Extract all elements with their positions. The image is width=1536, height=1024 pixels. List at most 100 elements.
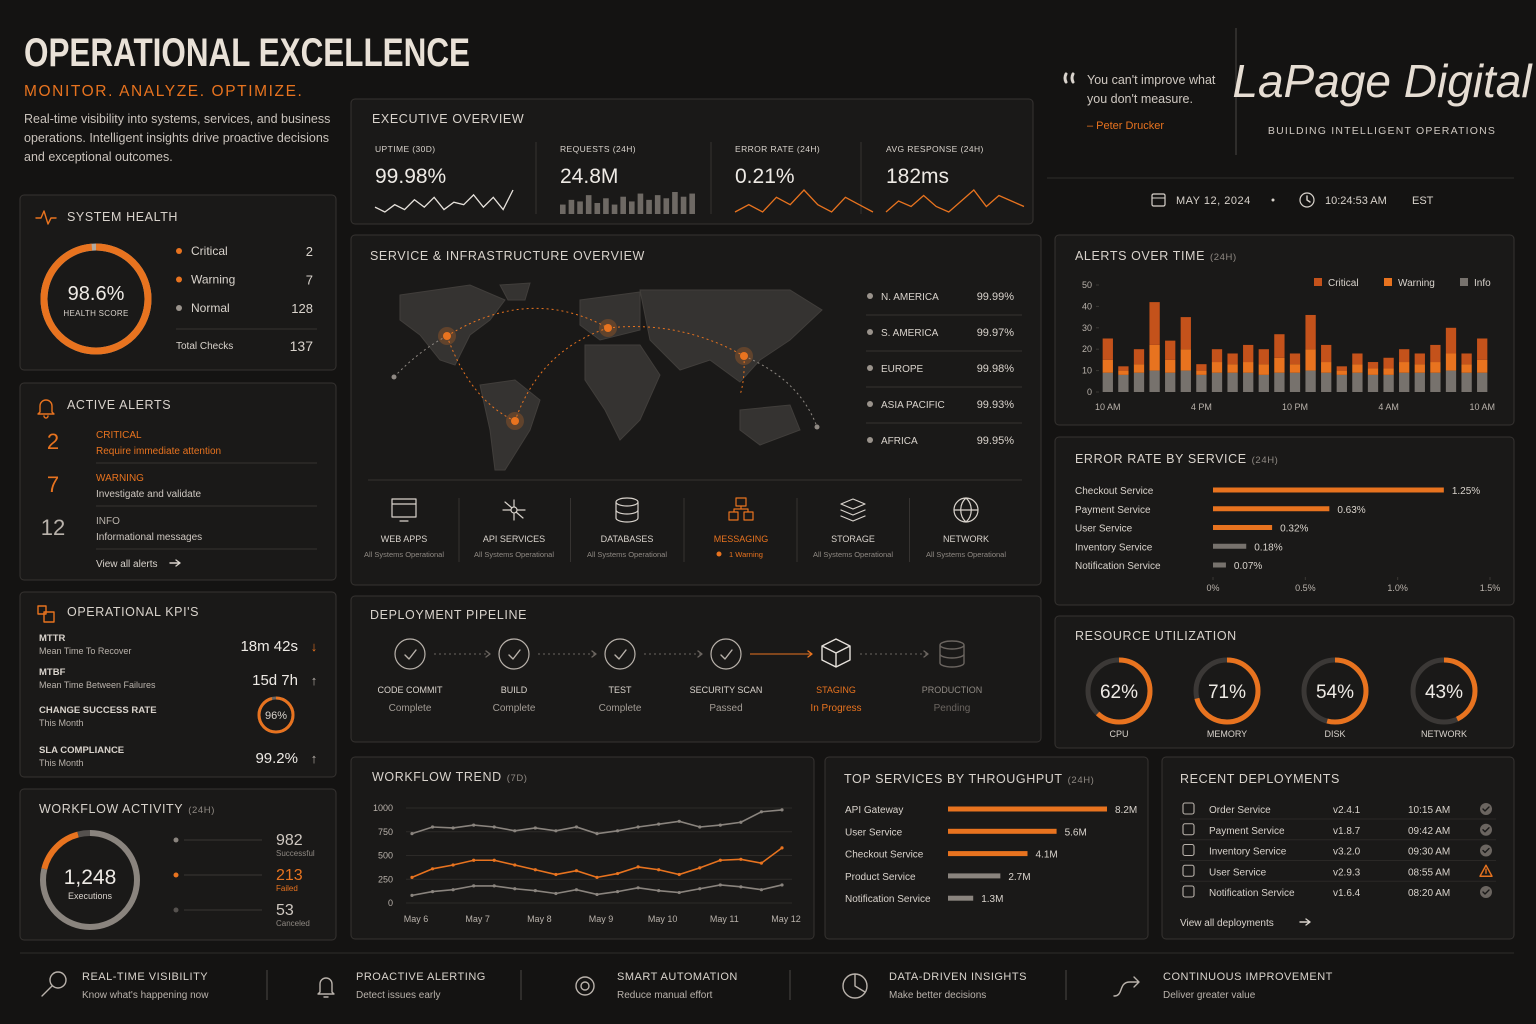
kpi-trend: ↑: [311, 673, 318, 688]
map-hub: [604, 324, 612, 332]
tagline: MONITOR. ANALYZE. OPTIMIZE.: [24, 83, 303, 100]
footer-icon: [842, 973, 868, 999]
footer-title: REAL-TIME VISIBILITY: [82, 971, 208, 983]
trend-point: [574, 869, 579, 873]
bar-segment: [1196, 370, 1207, 375]
panel: [1054, 615, 1515, 749]
panel: [1161, 756, 1515, 940]
bar-segment: [1461, 372, 1472, 392]
bar: [1213, 506, 1330, 512]
service-status: All Systems Operational: [587, 550, 667, 559]
status-dot: [176, 248, 182, 254]
footer-icon: [575, 976, 595, 996]
donut-segment: [40, 830, 140, 930]
trend-point: [718, 823, 722, 827]
bar-segment: [1274, 357, 1285, 373]
footer-title: PROACTIVE ALERTING: [356, 971, 486, 983]
y-tick-label: 0: [388, 898, 393, 908]
check-icon: [720, 649, 733, 660]
production-icon: [939, 640, 965, 668]
panel: [19, 591, 337, 778]
bar-segment: [1227, 372, 1238, 392]
spark-bar: [603, 198, 609, 214]
trend-point: [430, 867, 435, 871]
trend-point: [513, 863, 517, 867]
trend-point: [677, 819, 681, 823]
deploy-time: 08:20 AM: [1408, 888, 1450, 899]
warning-dot: [716, 551, 722, 557]
trend-point: [657, 889, 661, 893]
title-text: RESOURCE UTILIZATION: [1075, 629, 1237, 643]
panel: [824, 756, 1149, 940]
stage-name: CODE COMMIT: [378, 685, 443, 695]
kpi-name: CHANGE SUCCESS RATE: [39, 705, 157, 716]
gauge-name: DISK: [1324, 729, 1345, 739]
bar-segment: [1430, 362, 1441, 373]
bar-segment: [1352, 372, 1363, 392]
status-count: 128: [291, 301, 313, 316]
bar-segment: [1274, 372, 1285, 392]
trend-point: [595, 875, 599, 879]
bar-segment: [1336, 374, 1347, 392]
row-icon: [1182, 823, 1195, 836]
bar-segment: [1149, 302, 1160, 345]
description: Real-time visibility into systems, servi…: [24, 112, 330, 126]
success-check: [1482, 827, 1490, 833]
region-dot: [867, 437, 873, 443]
bar-segment: [1414, 364, 1425, 373]
bar: [948, 828, 1057, 834]
alert-level: INFO: [96, 516, 120, 527]
service-name: NETWORK: [943, 534, 989, 544]
map-landmass: [739, 404, 801, 446]
activity-value: 53: [276, 902, 294, 919]
trend-point: [780, 808, 784, 812]
trend-point: [492, 825, 496, 829]
bar-segment: [1102, 338, 1113, 360]
alert-count: 2: [47, 429, 59, 454]
view-all-alerts[interactable]: View all alerts: [96, 559, 158, 570]
executions-caption: Executions: [68, 891, 113, 901]
x-tick-label: 0%: [1206, 583, 1219, 593]
footer-subtitle: Reduce manual effort: [617, 990, 713, 1001]
kpi-name: SLA COMPLIANCE: [39, 745, 124, 756]
panel: [1054, 234, 1515, 426]
legend-swatch: [1460, 278, 1468, 286]
bar-segment: [1243, 362, 1254, 373]
alert-description: Informational messages: [96, 532, 202, 543]
bar-category: Inventory Service: [1075, 542, 1153, 553]
service-status: All Systems Operational: [474, 550, 554, 559]
map-landmass: [499, 282, 531, 301]
trend-point: [780, 883, 784, 887]
trend-point: [410, 893, 414, 898]
map-hub: [740, 352, 748, 360]
success-icon: [1480, 886, 1492, 898]
bar-segment: [1211, 349, 1223, 363]
bar-segment: [1118, 366, 1129, 371]
bar-segment: [1196, 364, 1207, 371]
y-tick-label: 750: [378, 827, 393, 837]
title-text: SERVICE & INFRASTRUCTURE OVERVIEW: [370, 249, 645, 263]
trend-point: [410, 875, 414, 879]
x-tick-label: May 7: [465, 914, 490, 924]
arrow-icon: [169, 559, 181, 567]
footer-subtitle: Detect issues early: [356, 990, 440, 1001]
bar-value-label: 2.7M: [1008, 872, 1030, 883]
title-text: TOP SERVICES BY THROUGHPUT: [844, 772, 1063, 786]
brand-name: LaPage Digital: [1232, 55, 1533, 107]
trend-point: [533, 889, 537, 893]
map-route: [393, 335, 448, 378]
trend-point: [615, 871, 620, 876]
trend-point: [533, 868, 537, 872]
check-icon: [404, 649, 417, 660]
bar-segment: [1133, 364, 1145, 373]
bar-value-label: 1.3M: [981, 894, 1003, 905]
y-tick-label: 20: [1082, 344, 1092, 354]
title-text: RECENT DEPLOYMENTS: [1180, 772, 1340, 786]
trend-point: [718, 883, 722, 887]
map-route: [743, 355, 818, 428]
timezone: EST: [1412, 195, 1434, 207]
panel: [19, 788, 337, 941]
trend-point: [698, 825, 702, 829]
map-landmass: [399, 284, 506, 366]
view-all-deployments[interactable]: View all deployments: [1180, 918, 1274, 929]
